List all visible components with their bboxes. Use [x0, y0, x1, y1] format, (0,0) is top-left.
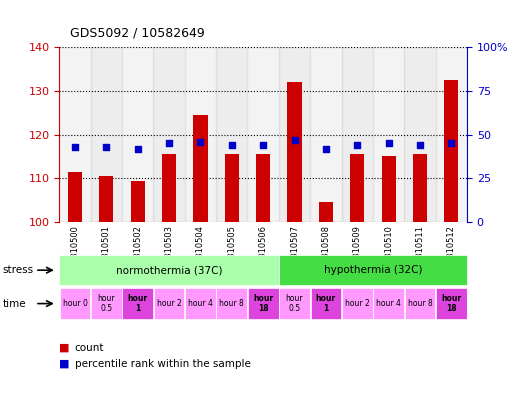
Text: hour 4: hour 4 [376, 299, 401, 308]
Bar [413, 154, 427, 222]
Text: hour
0.5: hour 0.5 [98, 294, 115, 313]
Point [196, 138, 204, 145]
Text: hour 2: hour 2 [345, 299, 369, 308]
Bar [373, 47, 404, 222]
Text: ■: ■ [59, 343, 73, 353]
Text: stress: stress [3, 265, 34, 275]
Point [165, 140, 173, 147]
Bar [350, 154, 364, 222]
Bar [404, 47, 436, 222]
Bar [68, 172, 82, 222]
Bar [342, 47, 373, 222]
Bar [162, 154, 176, 222]
Bar [248, 47, 279, 222]
Point [322, 145, 330, 152]
Bar [216, 288, 247, 319]
Bar [91, 47, 122, 222]
Text: hour
1: hour 1 [127, 294, 148, 313]
Text: ■: ■ [59, 358, 73, 369]
Point [259, 142, 267, 148]
Text: hour 8: hour 8 [219, 299, 244, 308]
Point [353, 142, 361, 148]
Text: normothermia (37C): normothermia (37C) [116, 265, 222, 275]
Bar [279, 288, 310, 319]
Bar [194, 115, 207, 222]
Bar [248, 288, 279, 319]
Bar [99, 176, 114, 222]
Bar [216, 47, 248, 222]
Bar [279, 47, 310, 222]
Point [447, 140, 456, 147]
Bar [405, 288, 436, 319]
Point [228, 142, 236, 148]
Bar [436, 47, 467, 222]
Text: time: time [3, 299, 26, 309]
Bar [256, 154, 270, 222]
Point [71, 144, 79, 150]
Bar [59, 255, 279, 285]
Bar [131, 180, 145, 222]
Bar [225, 154, 239, 222]
Bar [342, 288, 373, 319]
Bar [122, 47, 153, 222]
Text: hour
18: hour 18 [253, 294, 273, 313]
Text: hour
18: hour 18 [441, 294, 461, 313]
Text: hour
1: hour 1 [316, 294, 336, 313]
Text: hour 4: hour 4 [188, 299, 213, 308]
Text: hour
0.5: hour 0.5 [286, 294, 303, 313]
Text: hypothermia (32C): hypothermia (32C) [324, 265, 422, 275]
Bar [59, 47, 91, 222]
Bar [444, 80, 458, 222]
Bar [373, 288, 404, 319]
Bar [319, 202, 333, 222]
Point [102, 144, 110, 150]
Bar [287, 82, 301, 222]
Bar [185, 47, 216, 222]
Point [416, 142, 424, 148]
Bar [279, 255, 467, 285]
Bar [311, 288, 341, 319]
Point [134, 145, 142, 152]
Bar [153, 47, 185, 222]
Bar [381, 156, 396, 222]
Bar [185, 288, 216, 319]
Point [384, 140, 393, 147]
Bar [91, 288, 122, 319]
Text: hour 0: hour 0 [62, 299, 87, 308]
Text: hour 8: hour 8 [408, 299, 432, 308]
Bar [122, 288, 153, 319]
Text: percentile rank within the sample: percentile rank within the sample [75, 358, 251, 369]
Text: hour 2: hour 2 [157, 299, 182, 308]
Bar [60, 288, 90, 319]
Text: count: count [75, 343, 104, 353]
Bar [436, 288, 466, 319]
Point [291, 137, 299, 143]
Bar [154, 288, 184, 319]
Text: GDS5092 / 10582649: GDS5092 / 10582649 [70, 26, 204, 39]
Bar [310, 47, 342, 222]
